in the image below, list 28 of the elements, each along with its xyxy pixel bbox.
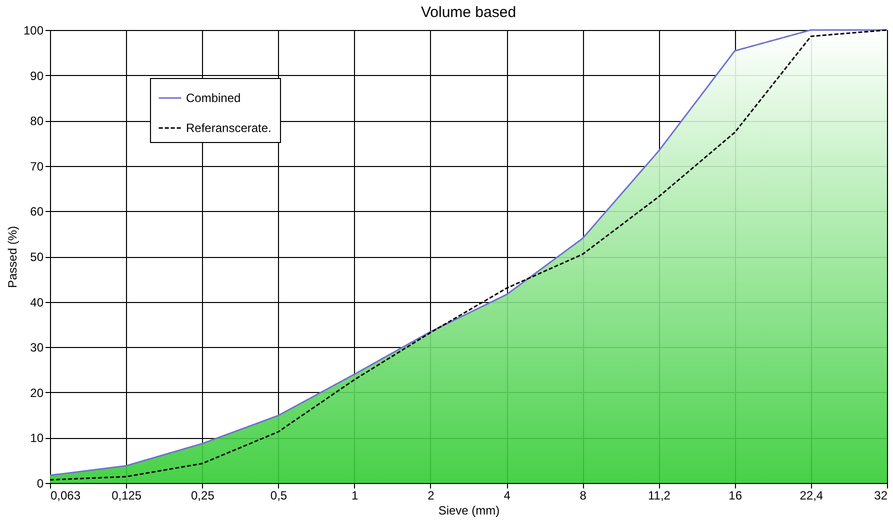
chart-title: Volume based <box>420 4 516 21</box>
y-tick-label: 40 <box>30 295 44 310</box>
y-tick-label: 0 <box>36 476 44 490</box>
y-tick-label: 90 <box>30 68 44 83</box>
x-tick-label: 0,5 <box>270 488 288 502</box>
y-tick-label: 70 <box>30 159 44 174</box>
x-tick-label: 4 <box>504 488 511 502</box>
y-tick-label: 60 <box>30 204 44 219</box>
y-tick-label: 20 <box>30 386 44 400</box>
x-tick-label: 11,2 <box>648 488 671 502</box>
y-tick-label: 50 <box>30 250 44 264</box>
legend-label: Referanscerate. <box>186 121 272 135</box>
x-tick-label: 8 <box>580 488 587 502</box>
y-tick-label: 30 <box>30 340 44 355</box>
x-tick-label: 2 <box>428 488 435 502</box>
y-tick-label: 10 <box>30 431 44 446</box>
x-axis-title: Sieve (mm) <box>438 504 500 518</box>
y-tick-label: 80 <box>30 114 44 128</box>
x-tick-label: 22,4 <box>800 488 824 502</box>
x-tick-label: 32 <box>874 488 888 502</box>
x-tick-label: 16 <box>728 488 742 502</box>
legend-label: Combined <box>186 91 241 105</box>
y-tick-label: 100 <box>23 24 44 38</box>
x-tick-label: 0,25 <box>191 488 215 502</box>
y-axis-title: Passed (%) <box>5 226 20 288</box>
x-tick-label: 0,125 <box>112 488 142 502</box>
x-tick-label: 0,063 <box>50 488 81 502</box>
x-tick-label: 1 <box>352 488 359 502</box>
